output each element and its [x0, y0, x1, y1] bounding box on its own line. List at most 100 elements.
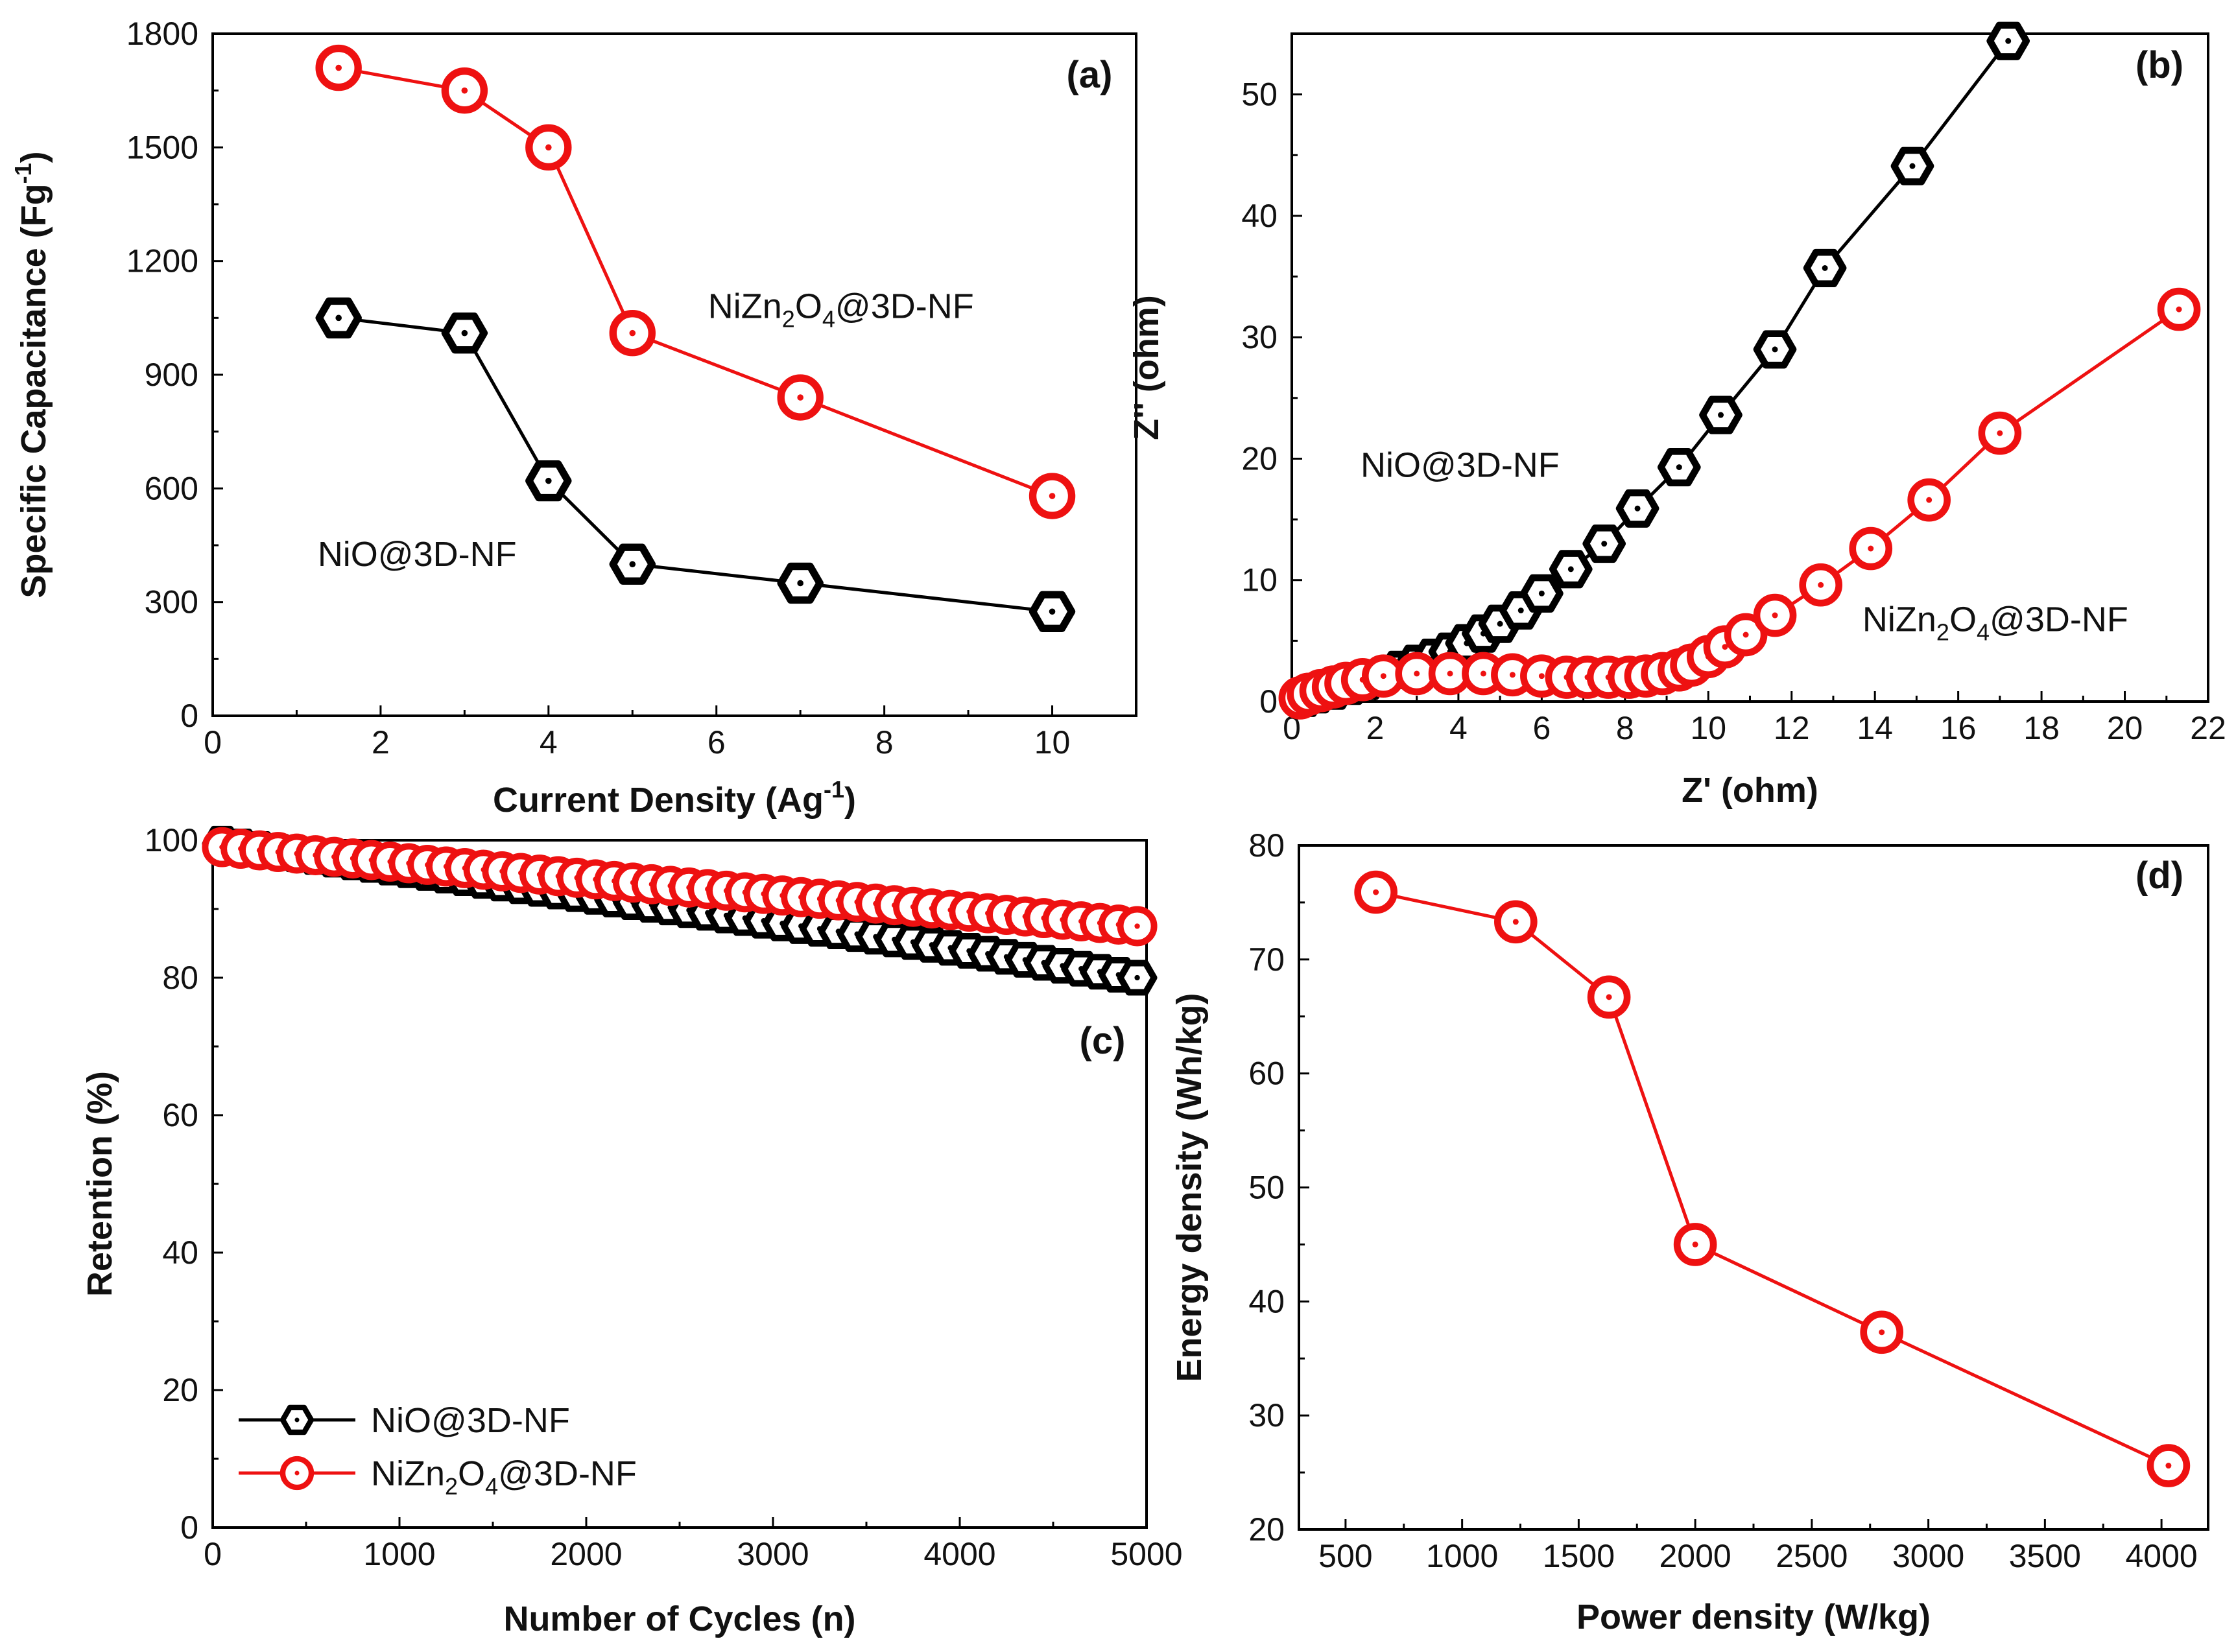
x-tick-label: 8 [875, 724, 894, 761]
y-tick-label: 0 [180, 698, 198, 734]
data-point-dot [1879, 1329, 1885, 1336]
data-point-dot [1634, 505, 1641, 512]
data-point-dot [1926, 497, 1933, 503]
data-point-dot [1380, 673, 1386, 679]
x-tick-label: 10 [1034, 724, 1071, 761]
panel-label: (a) [1067, 54, 1113, 96]
y-tick-label: 30 [1248, 1397, 1285, 1434]
x-tick-label: 12 [1774, 710, 1810, 746]
series-NiZn2O4@3D-NF [202, 827, 1158, 947]
data-point-dot [1134, 923, 1140, 929]
y-axis-label: Energy density (Wh/kg) [1170, 993, 1209, 1382]
data-point-dot [2165, 1463, 2172, 1469]
panel-label: (b) [2135, 44, 2183, 86]
y-tick-label: 20 [1241, 440, 1278, 477]
x-tick-label: 3000 [737, 1536, 809, 1572]
x-tick-label: 1000 [363, 1536, 435, 1572]
plot-frame [211, 32, 1137, 717]
data-point-dot [1414, 670, 1420, 677]
data-point-dot [1718, 412, 1724, 418]
data-point-dot [1772, 346, 1778, 353]
panel-c: 0 1000 2000 3000 4000 5000 0 20 40 60 80 100 Number … [80, 822, 1183, 1638]
x-tick-label: 4000 [923, 1536, 995, 1572]
y-tick-label: 30 [1241, 319, 1278, 355]
y-tick-label: 1800 [126, 16, 198, 52]
y-tick-label: 900 [145, 357, 198, 393]
data-point-dot [797, 394, 803, 401]
y-tick-label: 1200 [126, 243, 198, 279]
data-point-dot [1692, 1241, 1698, 1247]
series-line [1375, 890, 2169, 1467]
y-tick-label: 60 [162, 1097, 198, 1133]
series-line [338, 66, 1053, 498]
y-tick-label: 40 [162, 1234, 198, 1271]
y-tick-label: 70 [1248, 941, 1285, 978]
data-point-dot [1497, 620, 1503, 627]
x-tick-label: 0 [204, 1536, 222, 1572]
y-tick-label: 0 [1259, 683, 1278, 720]
data-point-dot [1868, 545, 1874, 552]
y-tick-label: 20 [1248, 1511, 1285, 1548]
data-point-dot [1538, 673, 1545, 679]
x-axis-label: Z' (ohm) [1682, 771, 1818, 810]
x-tick-label: 22 [2190, 710, 2226, 746]
y-tick-label: 40 [1248, 1283, 1285, 1319]
x-tick-label: 18 [2023, 710, 2060, 746]
y-tick-label: 600 [145, 470, 198, 506]
x-tick-label: 10 [1690, 710, 1726, 746]
x-tick-label: 2500 [1776, 1538, 1848, 1574]
data-point-dot [1049, 608, 1056, 615]
data-point-dot [2176, 306, 2182, 313]
x-tick-label: 5000 [1110, 1536, 1182, 1572]
data-point-dot [1818, 582, 1824, 588]
x-tick-label: 20 [2107, 710, 2143, 746]
data-point-dot [1909, 163, 1916, 169]
data-point-dot [1512, 919, 1519, 925]
x-axis-label: Current Density (Ag-1) [493, 776, 856, 820]
plot-frame [1298, 844, 2209, 1531]
data-point-dot [797, 580, 803, 587]
x-tick-label: 500 [1318, 1538, 1372, 1574]
y-tick-label: 20 [162, 1372, 198, 1408]
panel-a: 0 2 4 6 8 10 0 300 600 900 1200 1500 1800 Current Den… [10, 16, 1137, 820]
data-point-dot [1517, 608, 1524, 614]
y-axis-label: Z'' (ohm) [1127, 295, 1166, 440]
data-point-dot [1373, 889, 1379, 895]
data-point-dot [1997, 430, 2003, 436]
panel-label: (d) [2135, 855, 2183, 897]
panel-d: 500 1000 1500 2000 2500 3000 3500 4000 20 30 40 50 6… [1170, 827, 2209, 1636]
y-tick-label: 300 [145, 584, 198, 620]
y-tick-label: 50 [1241, 77, 1278, 113]
y-tick-label: 100 [145, 822, 198, 858]
y-tick-label: 0 [180, 1509, 198, 1546]
data-point-dot [1676, 464, 1682, 471]
x-tick-label: 6 [708, 724, 726, 761]
data-point-dot [335, 314, 342, 322]
series-NiZn2O4@3D-NF [1278, 287, 2201, 720]
series-NiZn2O4@3D-NF [315, 44, 1076, 519]
data-point-dot [1606, 994, 1612, 1000]
x-tick-label: 0 [204, 724, 222, 761]
y-tick-label: 80 [162, 960, 198, 996]
x-tick-label: 2000 [1659, 1538, 1731, 1574]
x-tick-label: 2 [372, 724, 390, 761]
data-point-dot [1509, 672, 1516, 678]
legend-label: NiZn2O4@3D-NF [371, 1454, 637, 1500]
x-tick-label: 14 [1857, 710, 1893, 746]
series-annotation: NiO@3D-NF [318, 535, 517, 574]
data-point-dot [1742, 631, 1749, 638]
x-axis-label: Power density (W/kg) [1576, 1598, 1931, 1636]
legend-marker-dot [294, 1417, 300, 1422]
x-tick-label: 4 [540, 724, 558, 761]
series-annotation: NiZn2O4@3D-NF [1862, 600, 2128, 645]
y-tick-label: 60 [1248, 1056, 1285, 1092]
x-tick-label: 4 [1449, 710, 1468, 746]
data-point-dot [461, 329, 468, 336]
y-tick-label: 80 [1248, 827, 1285, 864]
x-tick-label: 1500 [1543, 1538, 1615, 1574]
data-point-dot [629, 329, 636, 336]
y-axis-label: Retention (%) [80, 1071, 119, 1297]
x-tick-label: 3500 [2009, 1538, 2081, 1574]
x-tick-label: 1000 [1426, 1538, 1498, 1574]
